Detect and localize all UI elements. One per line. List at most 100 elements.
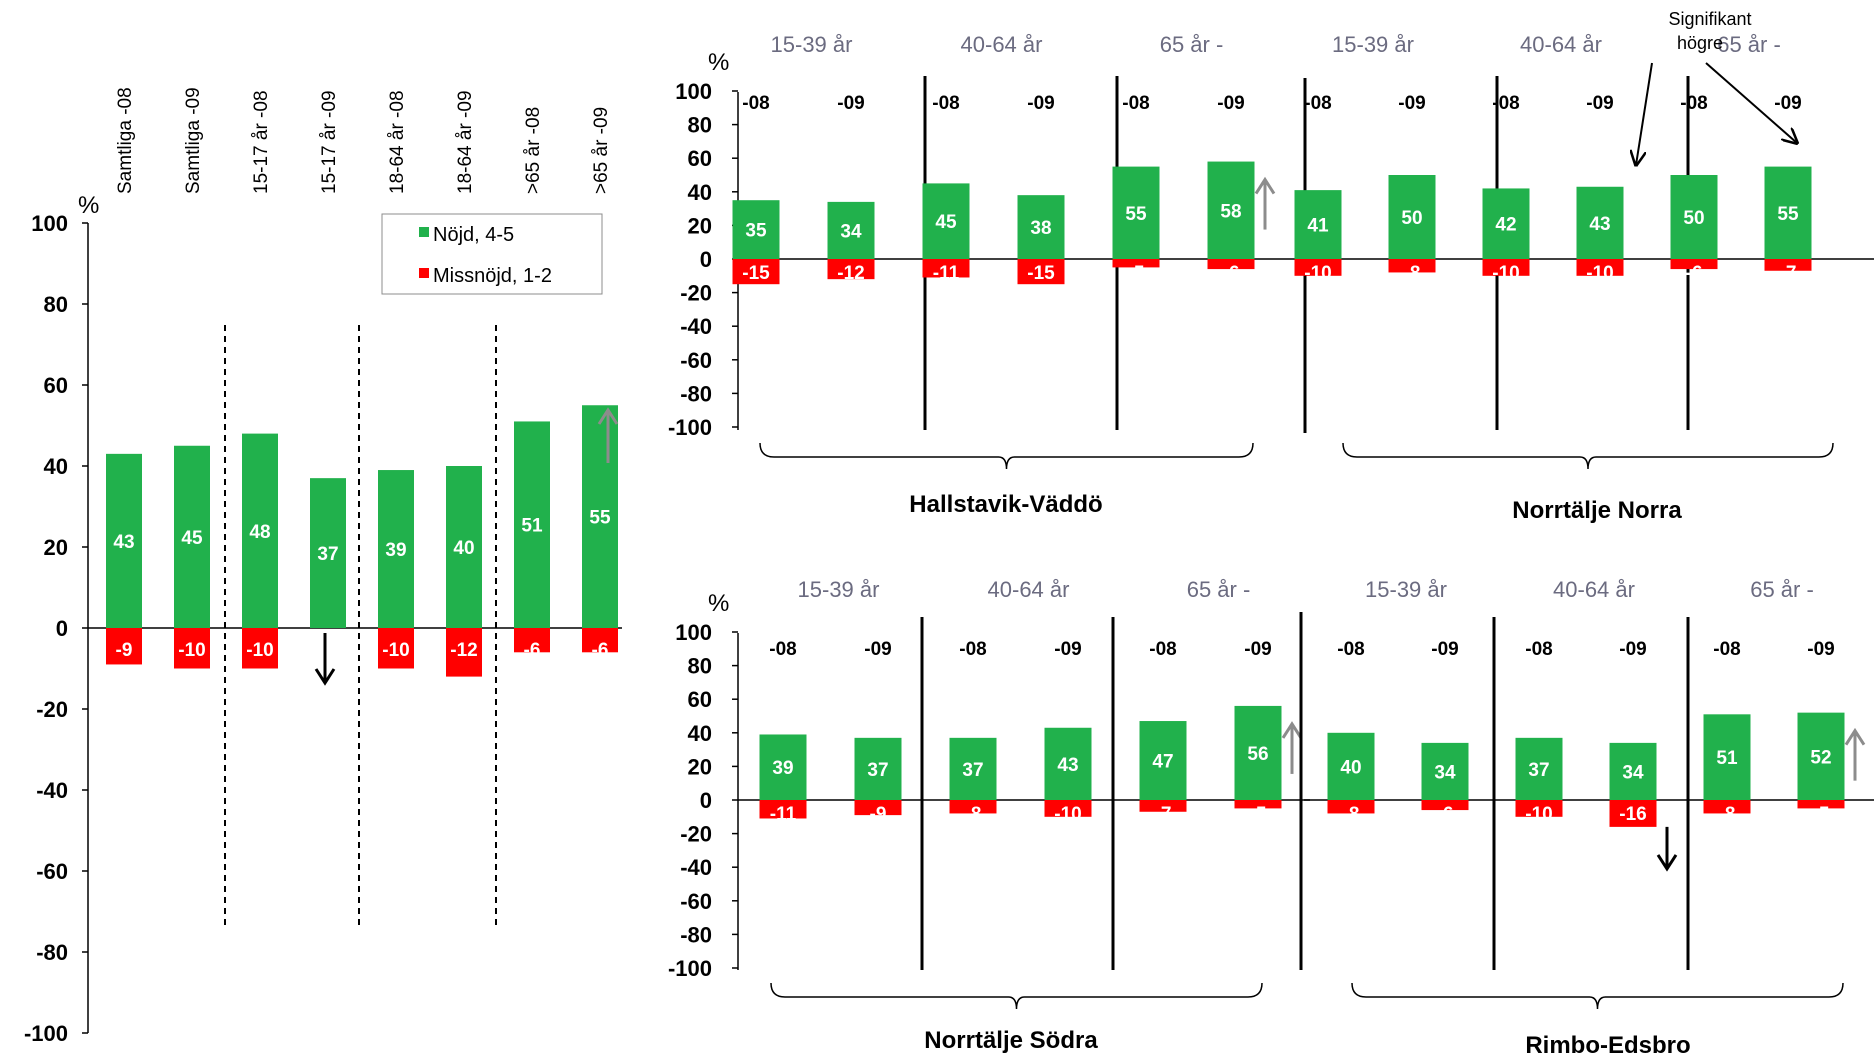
region-chart: 100 80 60 40 20 0 -20 -40 -60 -80 -100% 15-39 år 40-… [668, 577, 1310, 1054]
region-age-group-label: 40-64 år [961, 32, 1043, 57]
overall-bar-positive-label: 39 [385, 540, 406, 561]
annotation-line-1: Signifikant [1668, 9, 1751, 29]
overall-bar-positive-label: 40 [453, 538, 474, 559]
overall-y-tick-label: -100 [24, 1021, 68, 1046]
region-year-label: -08 [1304, 93, 1331, 114]
region-bar-negative-label: -6 [1223, 263, 1240, 284]
region-bar-positive [1797, 712, 1845, 800]
region-year-label: -09 [1807, 639, 1834, 660]
overall-category-labels: Samtliga -08 Samtliga -09 15-17 år -08 15-1… [115, 87, 612, 194]
region-bar-negative [1112, 259, 1160, 268]
region-age-group-label: 65 år - [1187, 577, 1251, 602]
overall-category-label: 18-64 år -08 [387, 90, 408, 194]
region-year-label: -09 [1217, 93, 1244, 114]
region-year-label: -08 [959, 639, 986, 660]
region-bar-positive [1609, 742, 1657, 800]
region-y-tick-label: -20 [680, 822, 712, 847]
legend-swatch-negative [419, 268, 429, 278]
region-bar-positive-label: 34 [840, 221, 862, 242]
region-y-tick-label: 20 [688, 213, 712, 238]
overall-y-tick-label: 60 [44, 373, 68, 398]
region-y-tick-label: 100 [675, 620, 712, 645]
region-brace [1351, 982, 1844, 1010]
region-bar-negative-label: -11 [770, 804, 797, 825]
region-year-label: -08 [1525, 639, 1552, 660]
overall-bar-positive [310, 478, 346, 628]
region-year-label: -08 [1337, 639, 1364, 660]
region-bar-negative-label: -6 [1437, 804, 1454, 825]
region-age-group-label: 65 år - [1717, 32, 1781, 57]
overall-bar-positive-label: 48 [249, 522, 270, 543]
region-bar-positive [759, 734, 807, 800]
region-age-group-label: 40-64 år [1520, 32, 1602, 57]
region-sig-down-arrow [1656, 826, 1678, 872]
region-y-tick-label: -20 [680, 281, 712, 306]
overall-bar-positive [242, 433, 278, 628]
overall-bar-positive-label: 43 [113, 532, 134, 553]
region-year-label: -08 [1713, 639, 1740, 660]
region-y-tick-label: -100 [668, 956, 712, 981]
region-year-label: -09 [1244, 639, 1271, 660]
region-bar-positive [1670, 175, 1718, 259]
region-bar-negative-label: -7 [1780, 263, 1797, 284]
region-bar-positive-label: 34 [1434, 762, 1456, 783]
region-bar-positive [1703, 714, 1751, 800]
region-bar-negative-label: -5 [1250, 804, 1267, 825]
region-bar-negative [1294, 259, 1342, 276]
overall-bar-negative [446, 628, 482, 677]
region-bar-positive-label: 38 [1030, 218, 1051, 239]
region-y-tick-label: 0 [700, 788, 712, 813]
region-bar-negative [1017, 259, 1065, 285]
region-title: Hallstavik-Väddö [909, 491, 1102, 518]
region-bar-positive-label: 50 [1401, 208, 1422, 229]
overall-bar-positive [582, 405, 618, 628]
region-bar-negative-label: -9 [870, 804, 887, 825]
region-bar-negative [827, 259, 875, 280]
region-age-group-label: 15-39 år [1365, 577, 1447, 602]
region-y-tick-label: -40 [680, 855, 712, 880]
overall-category-label: Samtliga -08 [115, 87, 136, 194]
region-year-label: -08 [932, 93, 959, 114]
overall-category-label: Samtliga -09 [183, 87, 204, 194]
legend-box [381, 213, 603, 295]
region-bar-negative-label: -5 [1813, 804, 1830, 825]
region-bar-positive-label: 51 [1716, 748, 1738, 769]
overall-bar-negative [106, 628, 142, 665]
region-year-label: -08 [742, 93, 769, 114]
region-bar-negative [1139, 800, 1187, 812]
region-bar-negative [854, 800, 902, 816]
region-bar-positive [1044, 727, 1092, 800]
overall-bar-negative [378, 628, 414, 669]
region-bar-negative [1576, 259, 1624, 276]
region-bar-positive-label: 37 [962, 760, 983, 781]
region-bar-positive [1207, 161, 1255, 259]
region-title: Norrtälje Norra [1512, 497, 1682, 524]
annotation-arrow-1 [1636, 62, 1653, 165]
annotation-line-2: högre [1677, 33, 1723, 53]
overall-bar-negative [174, 628, 210, 669]
region-unit-label: % [708, 590, 729, 617]
region-y-tick-label: -40 [680, 314, 712, 339]
region-y-tick-label: -100 [668, 415, 712, 440]
overall-y-tick-label: 20 [44, 535, 68, 560]
region-bar-positive-label: 58 [1220, 201, 1241, 222]
region-bar-positive [949, 737, 997, 800]
legend-swatch-positive [419, 227, 429, 237]
overall-bars: 43 -9 45 -10 48 -10 37 39 -10 40 -12 51 -6 55 -6 [106, 405, 618, 677]
region-year-label: -09 [1774, 93, 1801, 114]
overall-y-tick-label: -60 [36, 859, 68, 884]
region-brace [770, 982, 1263, 1010]
region-bar-positive [922, 183, 970, 259]
region-bar-negative-label: -10 [1304, 263, 1331, 284]
region-y-tick-label: 0 [700, 247, 712, 272]
legend-label-positive: Nöjd, 4-5 [433, 224, 514, 246]
region-brace [1342, 442, 1834, 470]
overall-bar-negative-label: -12 [450, 640, 477, 661]
region-bar-negative [1670, 259, 1718, 270]
region-bar-negative [1797, 800, 1845, 809]
region-bar-negative-label: -11 [933, 263, 960, 284]
overall-unit-label: % [78, 192, 99, 219]
overall-y-tick-label: 100 [31, 211, 68, 236]
region-chart: 15-39 år 40-64 år 65 år - -08 -09 -08 -09 -08 -0… [1294, 32, 1874, 524]
region-bar-positive-label: 47 [1152, 752, 1173, 773]
